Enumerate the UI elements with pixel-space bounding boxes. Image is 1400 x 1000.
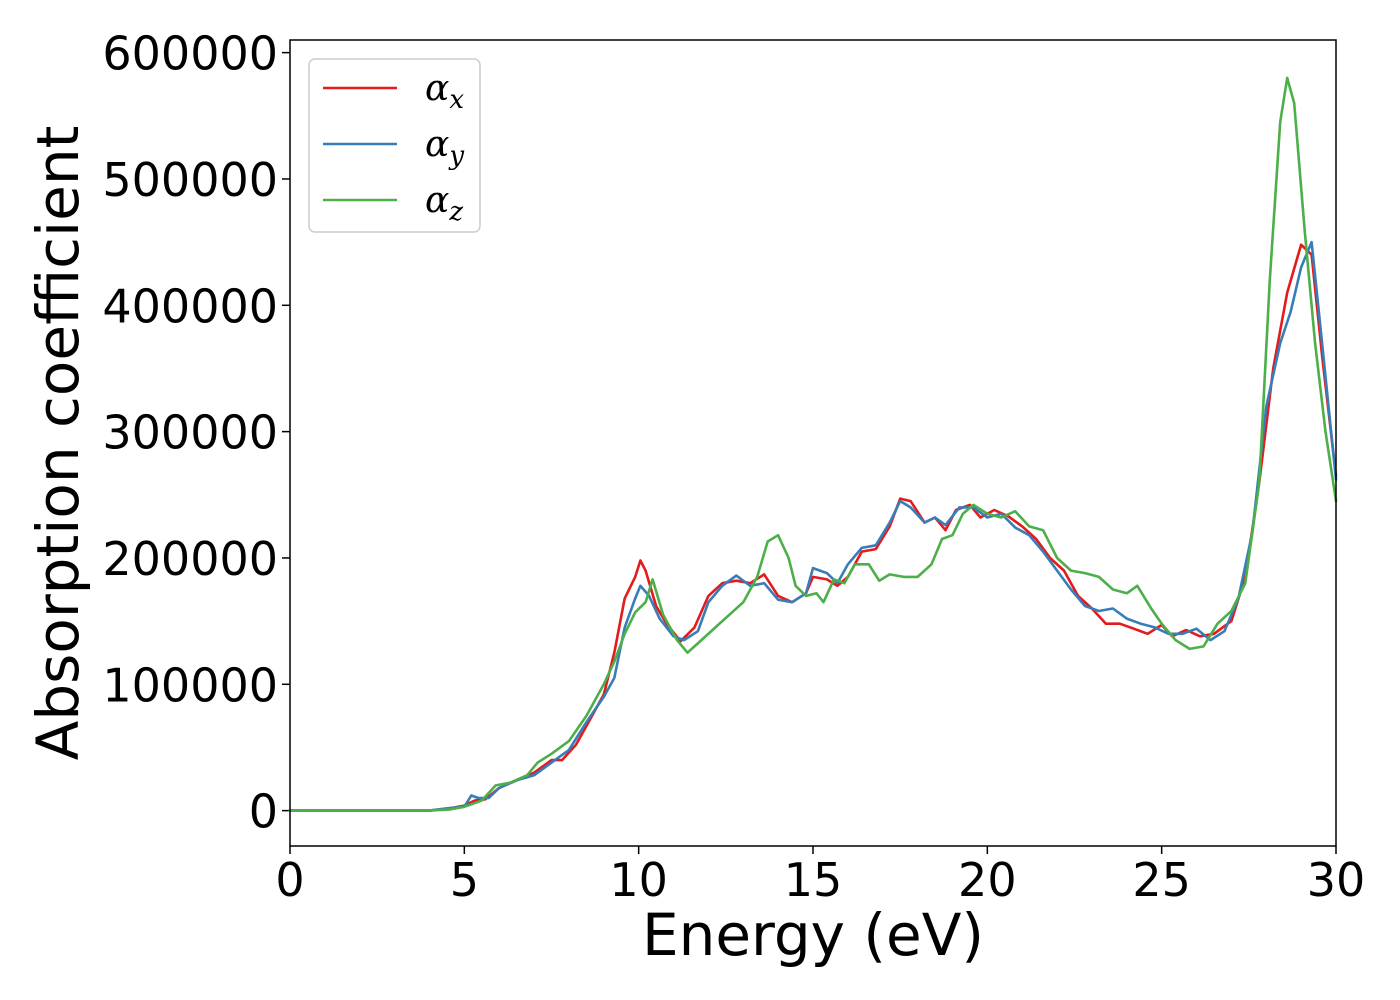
legend-label-y: αy (425, 124, 464, 171)
y-tick-label: 0 (249, 785, 278, 839)
series-line-z (288, 76, 1338, 812)
legend: αx αy αz (308, 58, 481, 233)
plot-frame (289, 39, 1337, 847)
x-tick-label: 20 (958, 853, 1017, 907)
x-tick-label: 0 (275, 853, 304, 907)
legend-label-x: αx (425, 68, 464, 115)
y-tick-label: 100000 (102, 658, 278, 712)
x-tick-label: 15 (784, 853, 843, 907)
y-tick-label: 300000 (102, 406, 278, 460)
legend-label-z: αz (425, 180, 463, 227)
y-tick-label: 500000 (102, 153, 278, 207)
x-axis-title: Energy (eV) (642, 901, 984, 969)
legend-box (308, 58, 481, 233)
y-tick-label: 600000 (102, 27, 278, 81)
x-tick-label: 30 (1307, 853, 1366, 907)
y-tick-label: 400000 (102, 279, 278, 333)
axis-ticks: 0 5 10 15 20 25 30 0 100000 200000 300000 400000 500… (102, 27, 1365, 907)
y-tick-label: 200000 (102, 532, 278, 586)
series-lines (288, 76, 1338, 812)
x-tick-label: 5 (450, 853, 479, 907)
series-line-x (288, 243, 1338, 812)
x-tick-label: 10 (609, 853, 668, 907)
series-line-y (288, 240, 1338, 812)
x-tick-label: 25 (1132, 853, 1191, 907)
y-axis-title: Absorption coefficient (24, 126, 92, 761)
